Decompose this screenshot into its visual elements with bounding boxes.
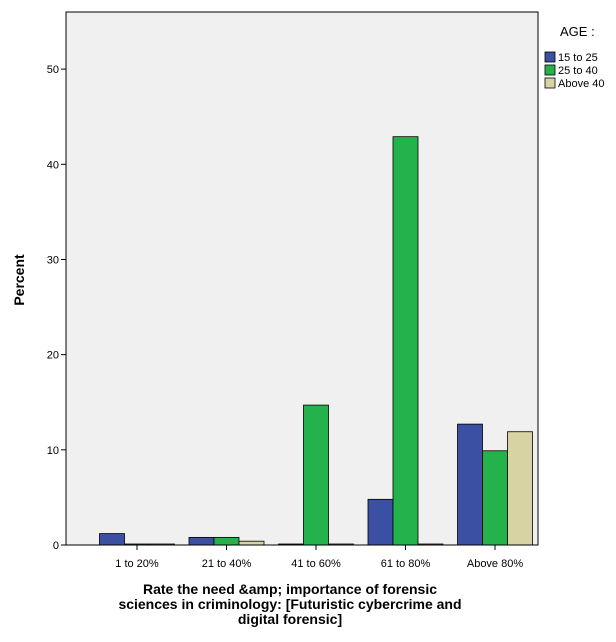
legend-label: Above 40: [558, 78, 604, 90]
x-axis-label-line-3: digital forensic]: [237, 611, 343, 627]
y-tick-label: 0: [53, 540, 59, 552]
bar: [482, 450, 508, 546]
x-tick-label: 21 to 40%: [202, 558, 252, 570]
bar: [457, 423, 483, 546]
legend-swatch: [544, 77, 556, 89]
x-axis-label-line-2: sciences in criminology: [Futuristic cyb…: [118, 596, 462, 612]
legend-swatch: [544, 64, 556, 76]
x-axis-label: Rate the need &amp; importance of forens…: [60, 582, 520, 627]
y-tick-label: 40: [47, 159, 59, 171]
bar: [392, 136, 419, 546]
bar: [213, 536, 240, 546]
legend-title: AGE :: [560, 24, 595, 39]
y-tick-label: 30: [47, 254, 59, 266]
y-tick-label: 20: [47, 350, 59, 362]
x-tick-label: Above 80%: [467, 558, 523, 570]
y-tick-label: 10: [47, 445, 59, 457]
legend-label: 25 to 40: [558, 65, 598, 77]
bar: [238, 540, 265, 546]
legend-label: 15 to 25: [558, 52, 598, 64]
bars-group: [99, 136, 533, 546]
bar: [507, 431, 533, 546]
x-ticks-group: 1 to 20% 21 to 40% 41 to 60% 61 to 80% Above…: [115, 545, 523, 570]
y-ticks-group: 0 10 20 30 40 50: [47, 64, 66, 552]
x-tick-label: 61 to 80%: [381, 558, 431, 570]
bar: [188, 536, 215, 546]
bar: [367, 498, 394, 546]
bar: [303, 404, 329, 546]
x-tick-label: 1 to 20%: [115, 558, 159, 570]
legend-swatch: [544, 51, 556, 63]
y-tick-label: 50: [47, 64, 59, 76]
y-axis-label: Percent: [11, 254, 27, 306]
x-axis-label-line-1: Rate the need &amp; importance of forens…: [142, 581, 438, 597]
bar: [99, 533, 125, 546]
x-tick-label: 41 to 60%: [291, 558, 341, 570]
